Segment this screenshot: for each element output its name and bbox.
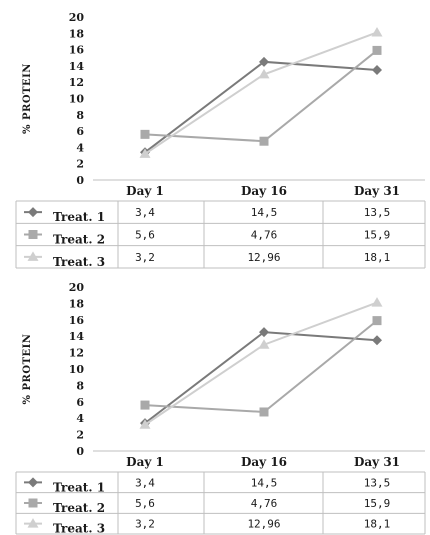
table-cell: 15,9 <box>364 229 391 242</box>
y-tick-label: 8 <box>76 379 84 392</box>
y-tick-label: 16 <box>69 314 85 327</box>
y-tick-label: 4 <box>76 141 84 154</box>
series-name: Treat. 2 <box>53 501 105 515</box>
y-tick-label: 18 <box>69 297 85 310</box>
legend-key-marker-1 <box>28 207 38 218</box>
series-name: Treat. 1 <box>53 210 105 224</box>
data-point-3 <box>371 297 383 307</box>
y-tick-label: 12 <box>69 347 84 360</box>
table-cell: 18,1 <box>364 518 391 531</box>
data-point-1 <box>259 327 269 338</box>
data-point-3 <box>371 26 383 37</box>
table-cell: 13,5 <box>364 206 391 219</box>
y-tick-label: 4 <box>76 412 84 425</box>
table-cell: 4,76 <box>251 497 278 510</box>
table-cell: 14,5 <box>251 476 278 489</box>
table-cell: 12,96 <box>247 251 280 264</box>
data-point-3 <box>258 339 270 349</box>
table-cell: 3,4 <box>135 476 155 489</box>
data-point-1 <box>372 335 382 346</box>
series-name: Treat. 3 <box>53 255 105 269</box>
y-tick-label: 18 <box>69 27 85 40</box>
y-tick-label: 14 <box>69 60 85 73</box>
legend-key-marker-1 <box>28 477 38 488</box>
data-point-2 <box>259 136 269 146</box>
x-category-label: Day 16 <box>241 455 287 469</box>
data-point-2 <box>140 400 150 410</box>
legend-key-marker-3 <box>27 518 39 528</box>
x-category-label: Day 16 <box>241 184 287 198</box>
data-point-2 <box>259 407 269 417</box>
y-tick-label: 2 <box>76 429 84 442</box>
y-axis-label: % PROTEIN <box>22 63 33 134</box>
data-point-3 <box>139 419 151 429</box>
series-name: Treat. 1 <box>53 480 105 494</box>
y-tick-label: 0 <box>76 445 84 458</box>
table-cell: 3,4 <box>135 206 155 219</box>
x-category-label: Day 31 <box>354 184 400 198</box>
x-category-label: Day 31 <box>354 455 400 469</box>
y-tick-label: 10 <box>69 363 85 376</box>
y-tick-label: 10 <box>69 93 85 106</box>
y-tick-label: 16 <box>69 44 85 57</box>
x-category-label: Day 1 <box>126 455 164 469</box>
table-cell: 3,2 <box>135 251 155 264</box>
y-tick-label: 0 <box>76 174 84 187</box>
data-point-1 <box>259 56 269 67</box>
table-cell: 3,2 <box>135 518 155 531</box>
data-point-1 <box>372 64 382 75</box>
chart-1: % PROTEIN 0 2 4 6 8 10 12 14 16 18 20 Day 1 Day 16 Day… <box>15 11 426 269</box>
y-tick-label: 20 <box>69 281 85 294</box>
table-cell: 12,96 <box>247 518 280 531</box>
table-cell: 5,6 <box>135 229 155 242</box>
legend-key-marker-2 <box>28 498 38 508</box>
y-axis-label: % PROTEIN <box>22 334 33 405</box>
series-name: Treat. 3 <box>53 522 105 535</box>
table-cell: 13,5 <box>364 476 391 489</box>
y-tick-label: 8 <box>76 109 84 122</box>
y-tick-label: 12 <box>69 76 84 89</box>
data-point-2 <box>140 129 150 139</box>
data-point-3 <box>258 68 270 79</box>
chart-2: % PROTEIN 0 2 4 6 8 10 12 14 16 18 20 Day 1 Day 16 Day… <box>15 281 426 535</box>
legend-key-marker-3 <box>27 251 39 261</box>
y-tick-label: 14 <box>69 330 85 343</box>
series-name: Treat. 2 <box>53 233 105 247</box>
y-tick-label: 6 <box>76 396 84 409</box>
y-tick-label: 6 <box>76 125 84 138</box>
table-cell: 4,76 <box>251 229 278 242</box>
table-cell: 5,6 <box>135 497 155 510</box>
table-cell: 18,1 <box>364 251 391 264</box>
y-tick-label: 20 <box>69 11 85 24</box>
table-cell: 14,5 <box>251 206 278 219</box>
data-point-2 <box>372 45 382 55</box>
x-category-label: Day 1 <box>126 184 164 198</box>
table-cell: 15,9 <box>364 497 391 510</box>
y-tick-label: 2 <box>76 158 84 171</box>
data-point-2 <box>372 316 382 326</box>
data-point-3 <box>139 148 151 158</box>
legend-key-marker-2 <box>28 230 38 239</box>
